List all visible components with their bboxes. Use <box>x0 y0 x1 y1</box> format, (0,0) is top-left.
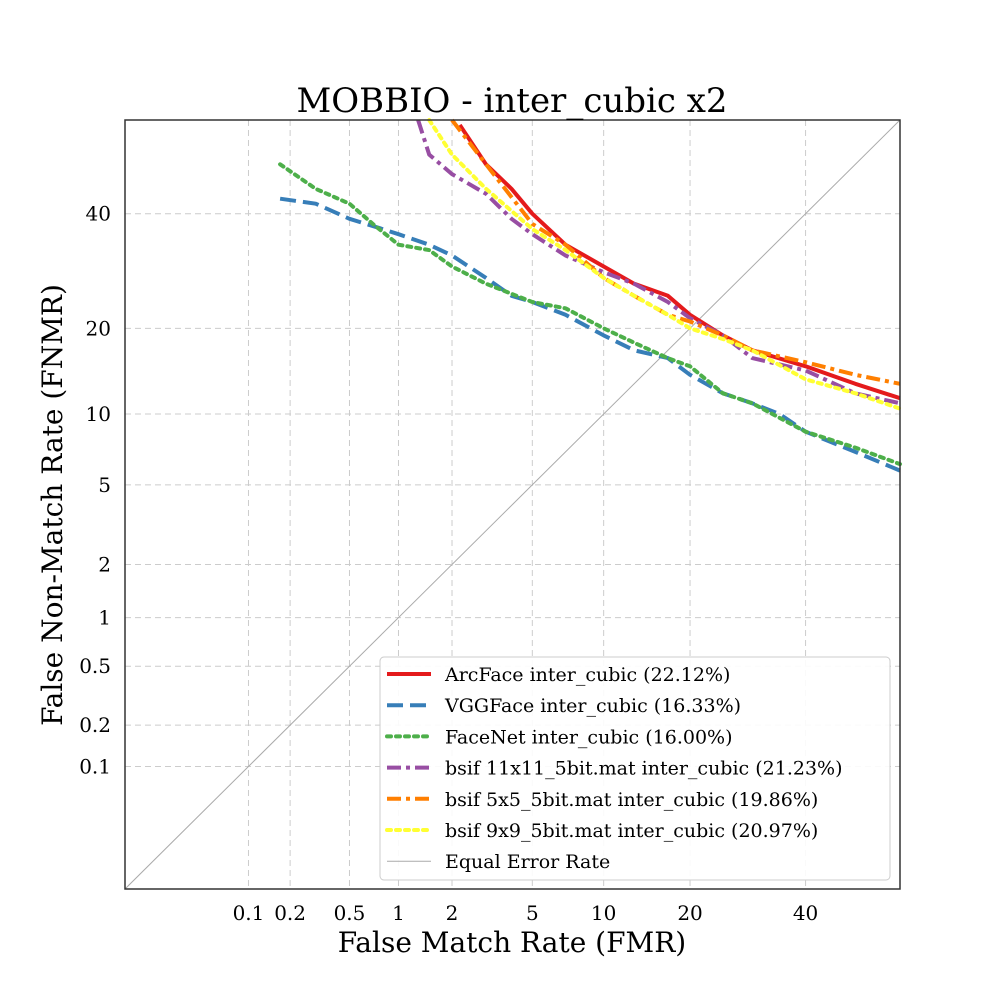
legend-label-7: Equal Error Rate <box>445 851 610 873</box>
y-tick-label: 20 <box>86 316 111 340</box>
x-tick-label: 0.2 <box>274 901 306 925</box>
y-tick-label: 5 <box>98 473 111 497</box>
series-line-1 <box>458 123 901 401</box>
chart-title: MOBBIO - inter_cubic x2 <box>296 81 727 121</box>
series-lines <box>124 118 902 890</box>
legend-label-6: bsif 9x9_5bit.mat inter_cubic (20.97%) <box>445 820 818 842</box>
series-line-2 <box>279 196 901 473</box>
x-tick-label: 2 <box>446 901 459 925</box>
x-tick-label: 40 <box>793 901 818 925</box>
series-line-3 <box>278 162 902 467</box>
x-axis-label: False Match Rate (FMR) <box>338 926 686 959</box>
y-tick-label: 0.5 <box>79 654 111 678</box>
y-tick-label: 40 <box>86 202 111 226</box>
series-line-6 <box>427 118 902 411</box>
legend-label-1: ArcFace inter_cubic (22.12%) <box>444 664 730 686</box>
tick-labels: 0.1 0.2 0.5 1 2 5 10 20 40 0.1 0.2 0.5 1 2 5 10 20 40 <box>79 202 818 925</box>
legend-box <box>379 656 891 881</box>
series-line-5 <box>450 118 901 386</box>
y-tick-label: 2 <box>98 553 111 577</box>
y-tick-label: 0.2 <box>79 713 111 737</box>
legend-label-3: FaceNet inter_cubic (16.00%) <box>445 726 733 748</box>
y-tick-label: 1 <box>98 606 111 630</box>
x-tick-label: 10 <box>591 901 616 925</box>
x-tick-label: 1 <box>392 901 405 925</box>
series-line-7 <box>124 119 901 890</box>
x-tick-label: 5 <box>526 901 539 925</box>
y-tick-label: 10 <box>86 402 111 426</box>
legend-label-4: bsif 11x11_5bit.mat inter_cubic (21.23%) <box>445 758 843 780</box>
legend-label-2: VGGFace inter_cubic (16.33%) <box>444 695 741 717</box>
legend: ArcFace inter_cubic (22.12%) VGGFace inte… <box>379 656 891 881</box>
x-tick-label: 0.1 <box>233 901 265 925</box>
y-axis-label: False Non-Match Rate (FNMR) <box>36 284 69 726</box>
x-tick-label: 20 <box>677 901 702 925</box>
y-tick-label: 0.1 <box>79 754 111 778</box>
x-tick-label: 0.5 <box>334 901 366 925</box>
plot-frame <box>124 119 901 890</box>
legend-label-5: bsif 5x5_5bit.mat inter_cubic (19.86%) <box>445 789 818 811</box>
